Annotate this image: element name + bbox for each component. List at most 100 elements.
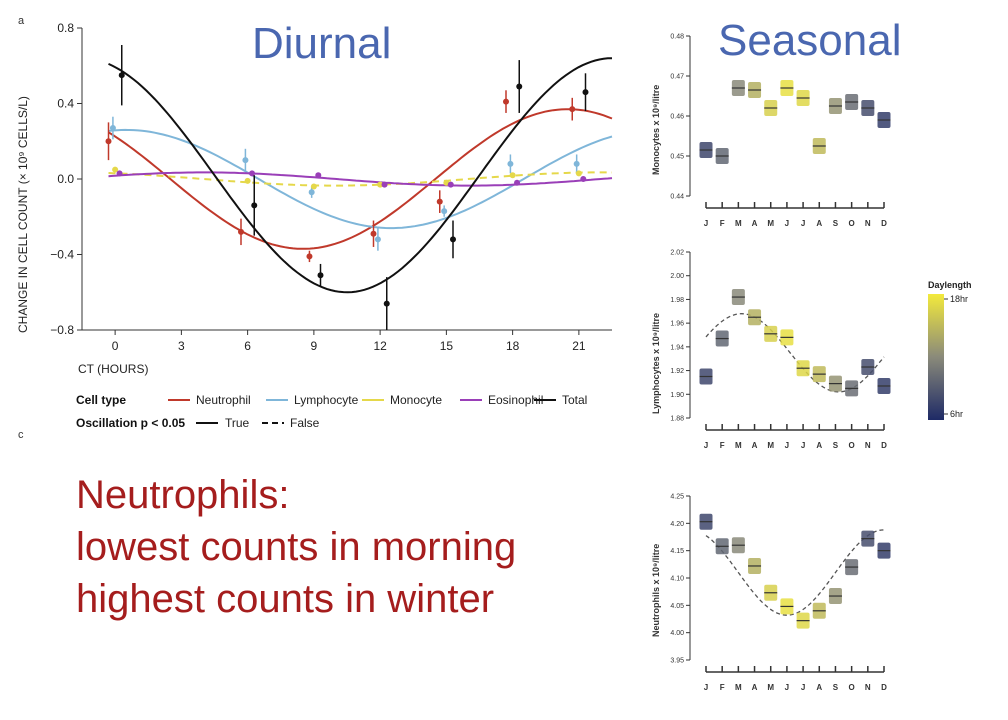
seasonal-y-tick-label: 3.95	[670, 658, 684, 665]
monocyte-y-axis-label: Monocytes x 10⁹/litre	[651, 85, 661, 175]
seasonal-month-label: N	[865, 683, 871, 692]
seasonal-fit-line	[705, 313, 885, 393]
eosinophil-point	[514, 179, 521, 186]
colorbar-min-label: 6hr	[950, 409, 963, 419]
seasonal-monocyte-panel: 0.440.450.460.470.48J F M A M J J A S O N D	[670, 34, 891, 228]
seasonal-month-label: M	[767, 441, 774, 450]
diurnal-chart-points	[105, 44, 589, 330]
seasonal-y-tick-label: 1.92	[670, 368, 684, 375]
neutrophil-point	[306, 253, 313, 260]
seasonal-month-label: A	[752, 683, 758, 692]
seasonal-y-tick-label: 1.94	[670, 344, 684, 351]
colorbar-max-label: 18hr	[950, 294, 968, 304]
total-point	[383, 300, 390, 307]
seasonal-month-label: F	[720, 219, 725, 228]
seasonal-month-label: J	[704, 683, 708, 692]
seasonal-month-label: M	[735, 683, 742, 692]
x-tick-label: 0	[112, 339, 119, 353]
lymphocyte-point	[109, 125, 116, 132]
x-tick-label: 15	[440, 339, 454, 353]
monocyte-point	[575, 170, 582, 177]
seasonal-month-label: F	[720, 683, 725, 692]
x-tick-label: 6	[244, 339, 251, 353]
monocyte-point	[310, 183, 317, 190]
seasonal-y-tick-label: 1.96	[670, 321, 684, 328]
diurnal-y-axis-label: CHANGE IN CELL COUNT (× 10⁹ CELLS/L)	[16, 96, 30, 333]
seasonal-title: Seasonal	[718, 16, 901, 65]
seasonal-y-tick-label: 0.46	[670, 114, 684, 121]
seasonal-y-tick-label: 0.47	[670, 74, 684, 81]
monocyte-point	[244, 177, 251, 184]
seasonal-neutrophil-panel: 3.954.004.054.104.154.204.25J F M A M J J A S O N D	[670, 494, 891, 692]
total-point	[118, 72, 125, 79]
lymphocyte-point	[308, 189, 315, 196]
monocyte-fit-line	[108, 171, 613, 187]
eosinophil-point	[381, 181, 388, 188]
seasonal-y-tick-label: 2.00	[670, 273, 684, 280]
neutrophil-fit-line	[107, 108, 613, 250]
eosinophil-point	[116, 170, 123, 177]
seasonal-y-tick-label: 4.10	[670, 576, 684, 583]
diurnal-legend: Cell type Oscillation p < 0.05 True Fals…	[76, 393, 587, 430]
total-point	[450, 236, 456, 243]
seasonal-month-label: S	[833, 683, 839, 692]
seasonal-y-tick-label: 4.15	[670, 548, 684, 555]
eosinophil-fit-line	[108, 171, 613, 187]
x-tick-label: 9	[311, 339, 318, 353]
seasonal-month-label: O	[849, 219, 855, 228]
seasonal-month-label: J	[704, 441, 708, 450]
lymphocyte-point	[507, 160, 514, 167]
legend-false-label: False	[290, 416, 320, 430]
neutrophil-point	[370, 230, 377, 237]
summary-line-3: highest counts in winter	[76, 577, 494, 621]
seasonal-month-label: D	[881, 683, 887, 692]
seasonal-month-label: A	[752, 441, 758, 450]
legend-neutrophil-label: Neutrophil	[196, 393, 251, 407]
eosinophil-point	[249, 170, 256, 177]
seasonal-month-label: A	[816, 219, 822, 228]
y-tick-label: −0.8	[50, 323, 74, 337]
seasonal-month-label: D	[881, 219, 887, 228]
seasonal-month-label: J	[801, 441, 805, 450]
legend-monocyte-label: Monocyte	[390, 393, 442, 407]
eosinophil-point	[580, 176, 587, 182]
x-tick-label: 3	[178, 339, 185, 353]
seasonal-y-tick-label: 4.20	[670, 521, 684, 528]
seasonal-lymphocyte-panel: 1.881.901.921.941.961.982.002.02J F M A M J J A…	[670, 250, 891, 450]
lymphocyte-point	[374, 236, 381, 243]
seasonal-month-label: S	[833, 219, 839, 228]
seasonal-y-tick-label: 4.25	[670, 494, 684, 501]
monocyte-point	[112, 166, 119, 173]
legend-eosinophil-label: Eosinophil	[488, 393, 543, 407]
seasonal-month-label: J	[785, 441, 789, 450]
legend-oscillation-label: Oscillation p < 0.05	[76, 416, 185, 430]
panel-mark-a: a	[18, 15, 25, 27]
summary-line-1: Neutrophils:	[76, 473, 289, 517]
seasonal-month-label: O	[849, 683, 855, 692]
seasonal-month-label: F	[720, 441, 725, 450]
seasonal-y-tick-label: 0.45	[670, 154, 684, 161]
neutrophil-point	[503, 98, 509, 105]
colorbar-gradient	[928, 294, 944, 420]
diurnal-chart-curves	[107, 57, 613, 294]
neutrophil-point	[105, 138, 112, 145]
seasonal-y-tick-label: 0.44	[670, 194, 684, 201]
legend-total-label: Total	[562, 393, 587, 407]
legend-series-entries: Neutrophil Lymphocyte Monocyte Eosinophil To…	[168, 393, 587, 407]
neutrophil-y-axis-label: Neutrophils x 10⁹/litre	[651, 544, 661, 637]
seasonal-month-label: A	[816, 441, 822, 450]
seasonal-month-label: O	[849, 441, 855, 450]
total-point	[251, 202, 258, 209]
lymphocyte-point	[242, 157, 249, 164]
seasonal-y-tick-label: 1.98	[670, 297, 684, 304]
seasonal-month-label: J	[704, 219, 708, 228]
neutrophil-point	[569, 106, 576, 113]
seasonal-month-label: J	[801, 683, 805, 692]
seasonal-month-label: M	[735, 219, 742, 228]
total-point	[582, 89, 589, 96]
legend-true-label: True	[225, 416, 250, 430]
lymphocyte-y-axis-label: Lymphocytes x 10⁹/litre	[651, 313, 661, 414]
y-tick-label: 0.0	[57, 172, 74, 186]
seasonal-month-label: A	[752, 219, 758, 228]
